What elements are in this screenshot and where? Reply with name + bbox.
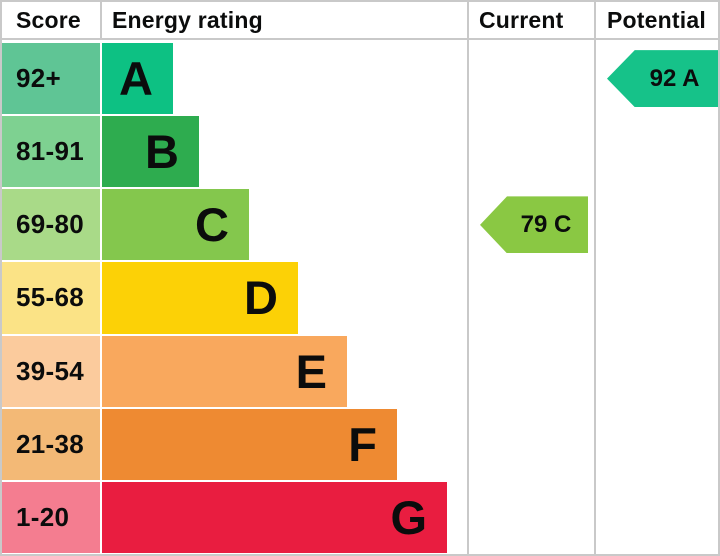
band-bar-f: F — [102, 408, 397, 480]
band-bar-c: C — [102, 189, 249, 261]
band-row-c: 69-80 C — [2, 188, 718, 261]
band-bar-d: D — [102, 262, 298, 334]
band-letter-a: A — [119, 52, 153, 106]
score-range-a: 92+ — [2, 43, 100, 115]
potential-rating-arrow: 92 A — [607, 50, 718, 108]
band-row-e: 39-54 E — [2, 335, 718, 408]
band-row-a: 92+ A — [2, 42, 718, 115]
band-bar-a: A — [102, 43, 173, 115]
score-range-g: 1-20 — [2, 481, 100, 553]
band-letter-f: F — [348, 417, 377, 471]
band-row-g: 1-20 G — [2, 481, 718, 554]
band-bar-b: B — [102, 116, 199, 188]
score-range-e: 39-54 — [2, 335, 100, 407]
score-range-f: 21-38 — [2, 408, 100, 480]
band-rows: 92+ A 81-91 B 69-80 C 55-68 D 39-54 — [2, 42, 718, 554]
score-range-d: 55-68 — [2, 262, 100, 334]
score-column-divider — [100, 2, 102, 40]
header-potential: Potential — [607, 6, 706, 33]
band-bar-g: G — [102, 481, 447, 553]
current-rating-arrow: 79 C — [480, 196, 588, 254]
band-bar-e: E — [102, 335, 347, 407]
score-range-c: 69-80 — [2, 189, 100, 261]
header-current: Current — [479, 6, 564, 33]
header-score: Score — [16, 6, 81, 33]
band-letter-b: B — [145, 125, 179, 179]
current-column-divider — [467, 2, 469, 554]
band-letter-g: G — [390, 490, 427, 544]
potential-column-divider — [594, 2, 596, 554]
header-energy-rating: Energy rating — [112, 6, 263, 33]
band-letter-e: E — [295, 344, 327, 398]
band-letter-c: C — [195, 198, 229, 252]
band-letter-d: D — [244, 271, 278, 325]
chart-header: Score Energy rating Current Potential — [2, 2, 718, 40]
score-range-b: 81-91 — [2, 116, 100, 188]
band-row-b: 81-91 B — [2, 115, 718, 188]
band-row-f: 21-38 F — [2, 408, 718, 481]
band-row-d: 55-68 D — [2, 261, 718, 334]
